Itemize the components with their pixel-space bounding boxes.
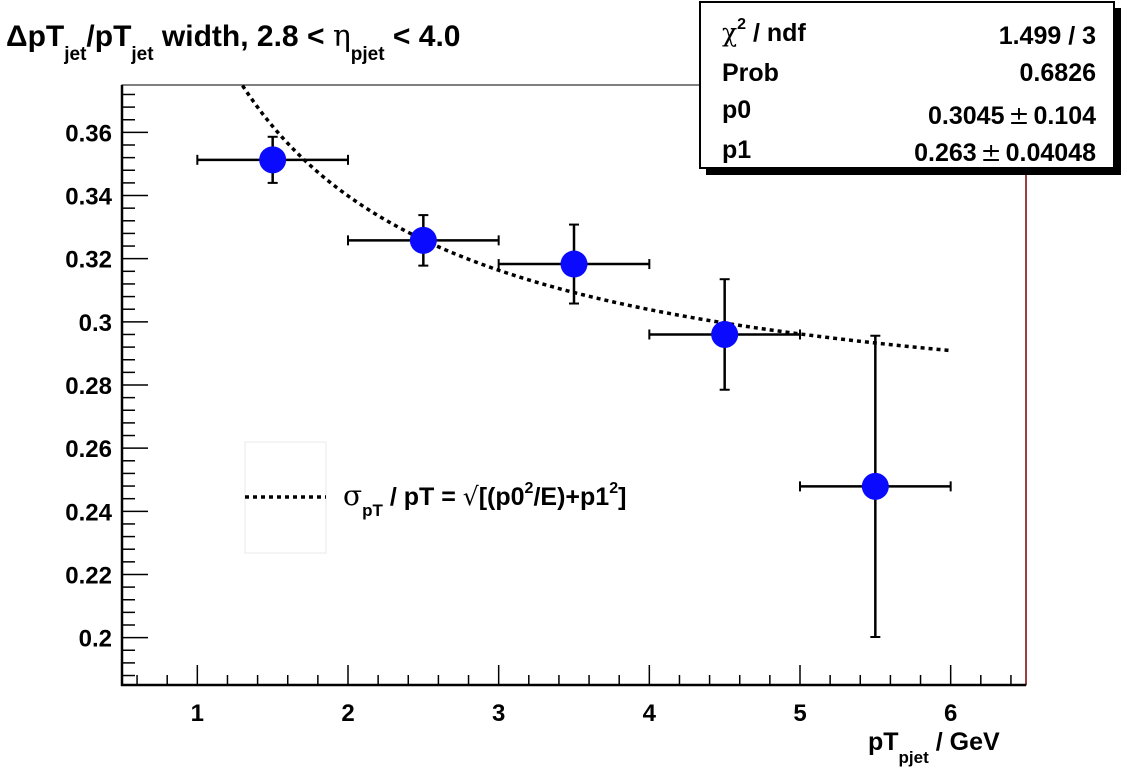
data-point-marker bbox=[560, 250, 588, 278]
x-tick-label: 1 bbox=[191, 700, 204, 727]
y-tick-label: 0.28 bbox=[65, 373, 112, 400]
data-point-marker bbox=[711, 320, 739, 348]
x-tick-label: 4 bbox=[643, 700, 657, 727]
x-tick-label: 3 bbox=[492, 700, 505, 727]
y-axis-ticks: 0.2 0.22 0.24 0.26 0.28 0.3 0.32 0.34 0.36 bbox=[65, 93, 148, 677]
stats-p1-value: 0.263 ±0.04048 bbox=[914, 138, 1096, 167]
data-point bbox=[648, 278, 801, 391]
fit-curve bbox=[241, 84, 951, 353]
stats-box-frame bbox=[699, 1, 1115, 169]
stats-p0-label: p0 bbox=[722, 96, 751, 124]
data-point bbox=[196, 135, 349, 184]
data-points bbox=[196, 135, 952, 638]
stats-prob-value: 0.6826 bbox=[1020, 59, 1096, 87]
legend: σpT / pT = √[(p02/E)+p12] bbox=[244, 441, 626, 554]
x-axis-ticks: 1 2 3 4 5 6 bbox=[136, 665, 1012, 727]
y-tick-label: 0.36 bbox=[65, 120, 112, 147]
y-tick-label: 0.26 bbox=[65, 436, 112, 463]
data-point-marker bbox=[861, 472, 889, 500]
x-axis-label: pTpjet / GeV bbox=[868, 728, 1000, 767]
stats-box: χ2 / ndf 1.499 / 3 Prob 0.6826 p0 0.3045… bbox=[699, 1, 1121, 175]
legend-entry-text: σpT / pT = √[(p02/E)+p12] bbox=[343, 479, 626, 520]
y-tick-label: 0.32 bbox=[65, 247, 112, 274]
data-point-marker bbox=[259, 146, 287, 174]
y-tick-label: 0.34 bbox=[65, 184, 112, 211]
x-tick-label: 2 bbox=[341, 700, 354, 727]
stats-p0-value: 0.3045 ±0.104 bbox=[928, 101, 1096, 130]
chart-title: ΔpTjet/pTjet width, 2.8 < ηpjet < 4.0 bbox=[6, 19, 460, 65]
y-tick-label: 0.24 bbox=[65, 499, 112, 526]
stats-prob-label: Prob bbox=[722, 59, 779, 87]
y-tick-label: 0.2 bbox=[79, 626, 112, 653]
x-tick-label: 6 bbox=[944, 700, 957, 727]
y-tick-label: 0.22 bbox=[65, 562, 112, 589]
x-tick-label: 5 bbox=[793, 700, 806, 727]
stats-chi2-label: χ2 / ndf bbox=[722, 16, 806, 47]
data-point bbox=[799, 334, 952, 638]
stats-p1-label: p1 bbox=[722, 136, 751, 164]
stats-chi2-value: 1.499 / 3 bbox=[999, 22, 1096, 50]
data-point-marker bbox=[409, 226, 437, 254]
data-point bbox=[347, 214, 500, 267]
data-point bbox=[497, 223, 651, 305]
y-tick-label: 0.3 bbox=[79, 310, 112, 337]
